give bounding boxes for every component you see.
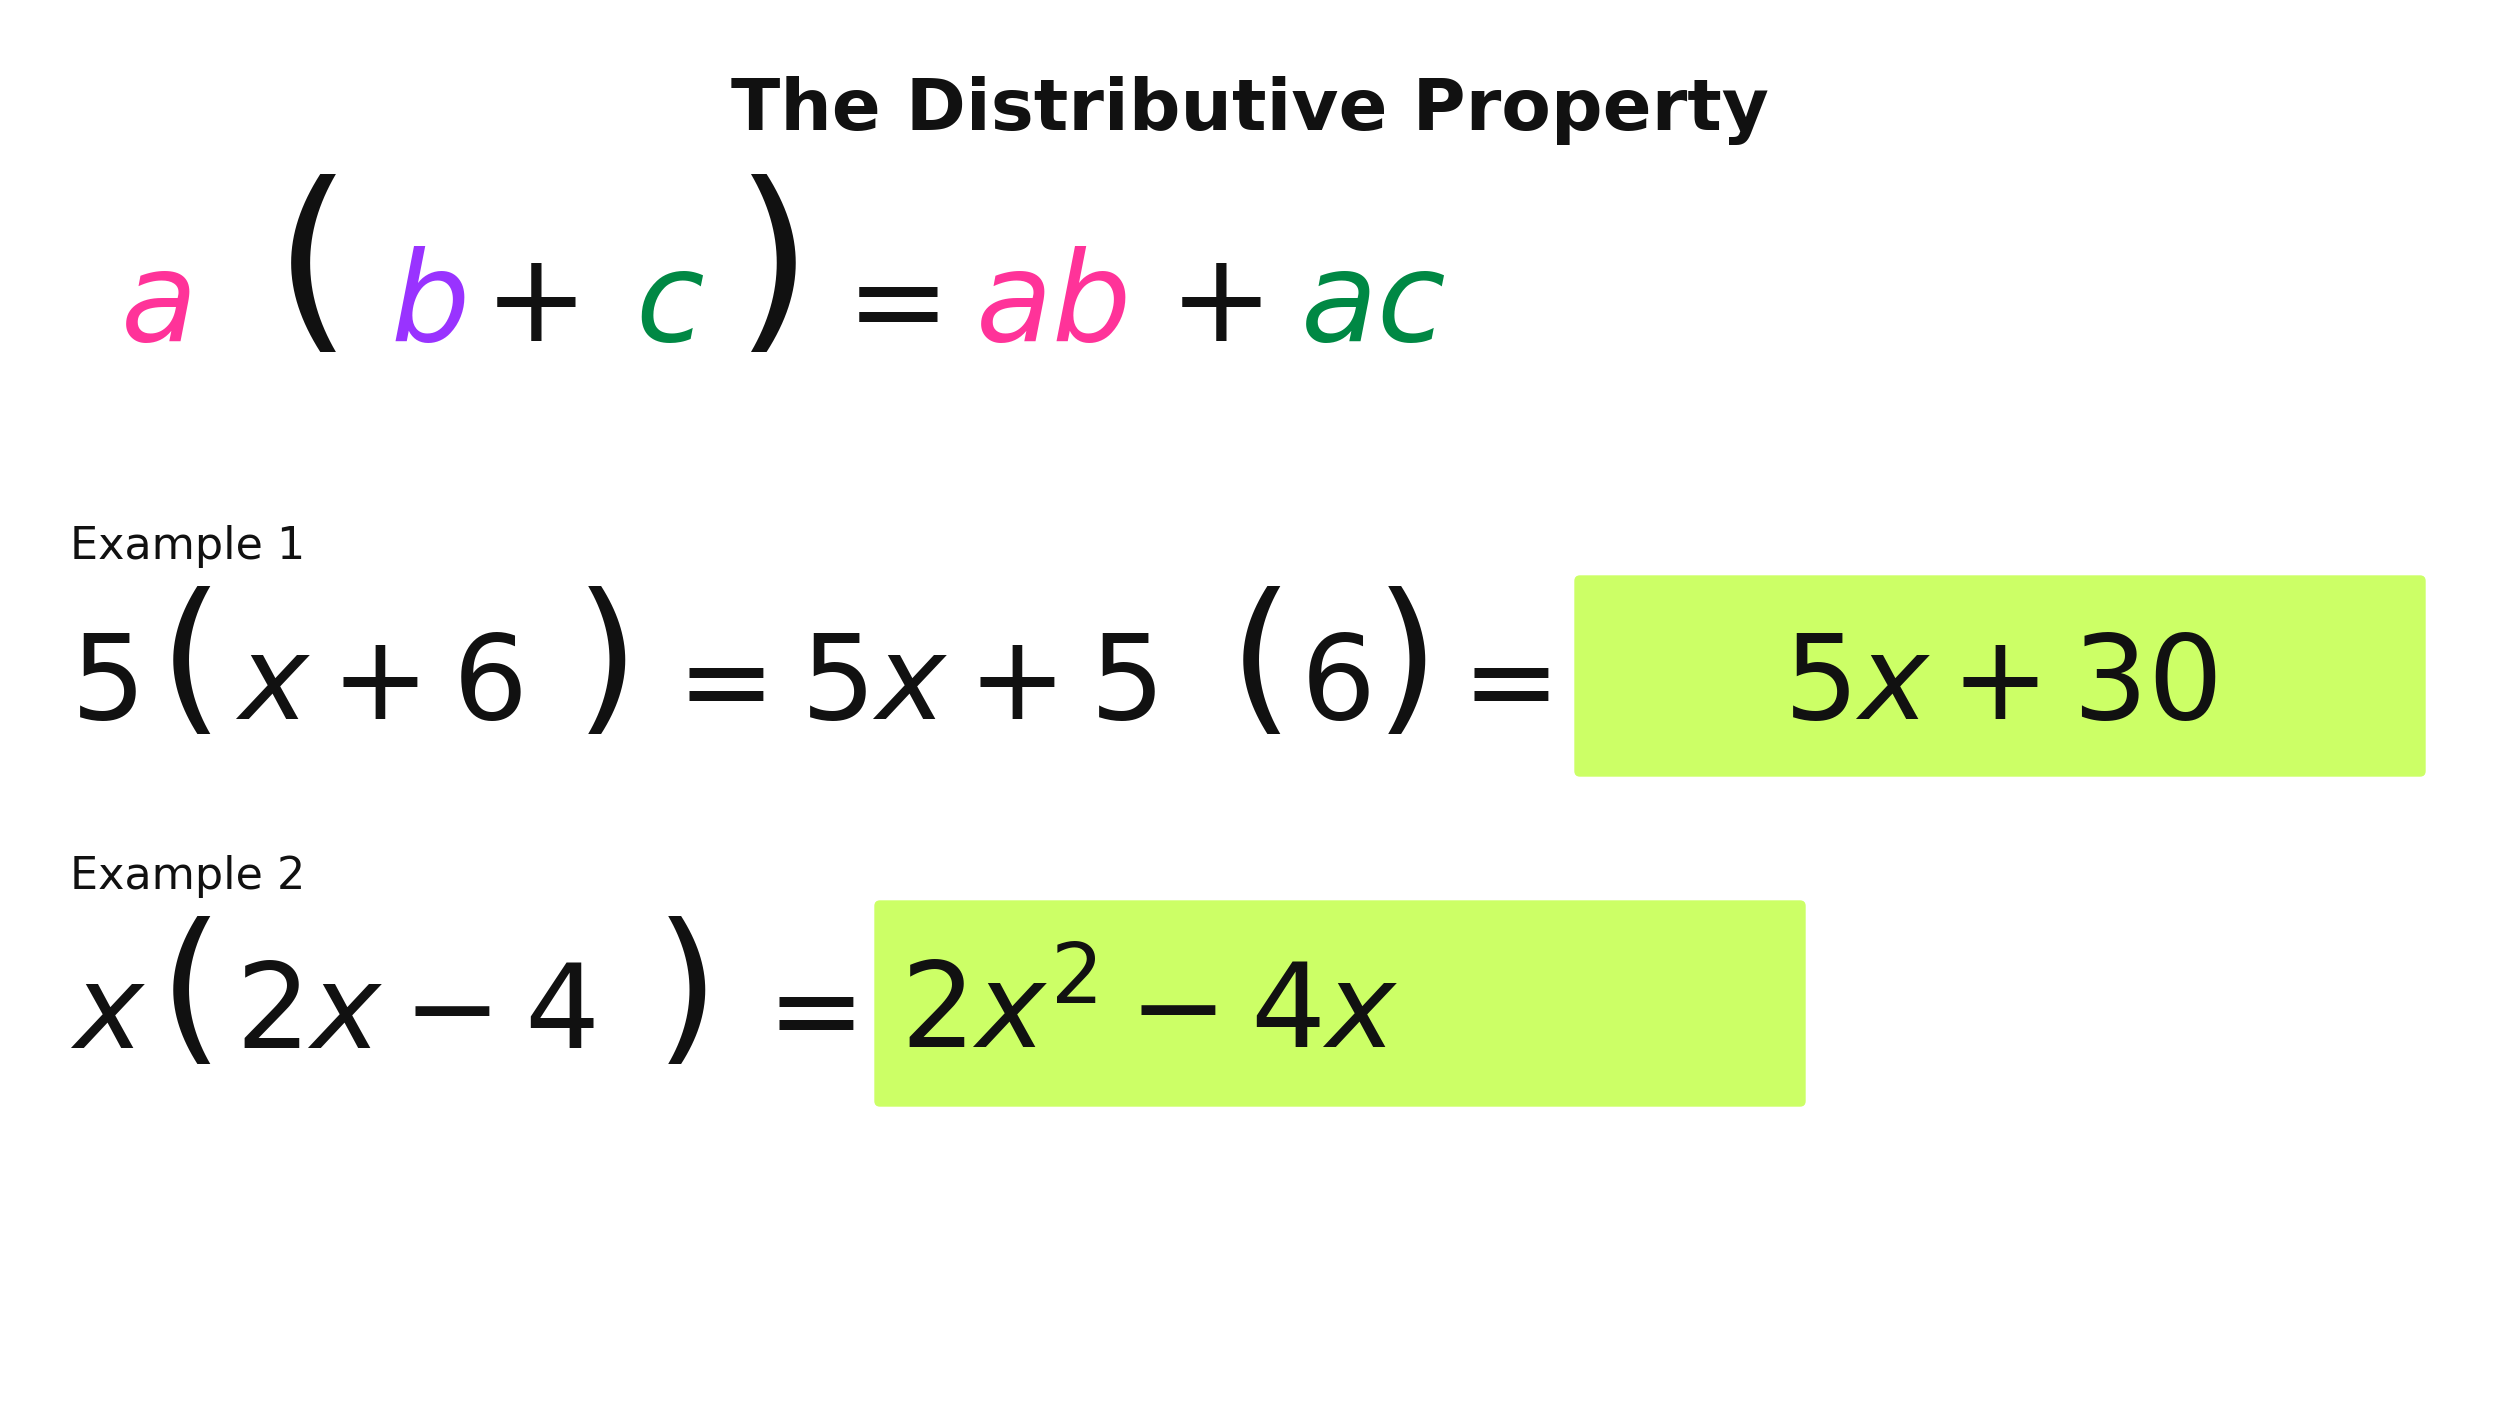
FancyBboxPatch shape (1575, 576, 2425, 776)
Text: $=$: $=$ (655, 628, 765, 744)
Text: $a$: $a$ (120, 246, 190, 367)
Text: $=$: $=$ (745, 959, 855, 1074)
Text: $($: $($ (272, 174, 338, 368)
Text: $($: $($ (158, 585, 212, 747)
Text: $2x^2 - 4x$: $2x^2 - 4x$ (900, 959, 1398, 1074)
Text: $ac$: $ac$ (1300, 246, 1445, 367)
Text: Example 2: Example 2 (70, 855, 305, 897)
Text: $5x + 30$: $5x + 30$ (1782, 628, 2218, 744)
Text: $+$: $+$ (482, 246, 578, 367)
Text: $($: $($ (1228, 585, 1282, 747)
Text: $ab$: $ab$ (975, 246, 1128, 367)
Text: $b$: $b$ (390, 246, 465, 367)
FancyBboxPatch shape (875, 901, 1805, 1107)
Text: $)$: $)$ (655, 915, 705, 1077)
Text: $=$: $=$ (820, 246, 940, 367)
Text: $)$: $)$ (1375, 585, 1425, 747)
Text: $5x + 5$: $5x + 5$ (800, 628, 1158, 744)
Text: $2x - 4$: $2x - 4$ (235, 959, 595, 1074)
Text: $+$: $+$ (1168, 246, 1262, 367)
Text: $6$: $6$ (1300, 628, 1370, 744)
Text: $5$: $5$ (70, 628, 138, 744)
Text: $)$: $)$ (575, 585, 625, 747)
Text: $x$: $x$ (70, 959, 145, 1074)
Text: The Distributive Property: The Distributive Property (730, 76, 1770, 145)
Text: $=$: $=$ (1440, 628, 1550, 744)
Text: $c$: $c$ (635, 246, 705, 367)
Text: $($: $($ (158, 915, 212, 1077)
Text: Example 1: Example 1 (70, 524, 305, 568)
Text: $x + 6$: $x + 6$ (235, 628, 522, 744)
Text: $)$: $)$ (732, 174, 798, 368)
